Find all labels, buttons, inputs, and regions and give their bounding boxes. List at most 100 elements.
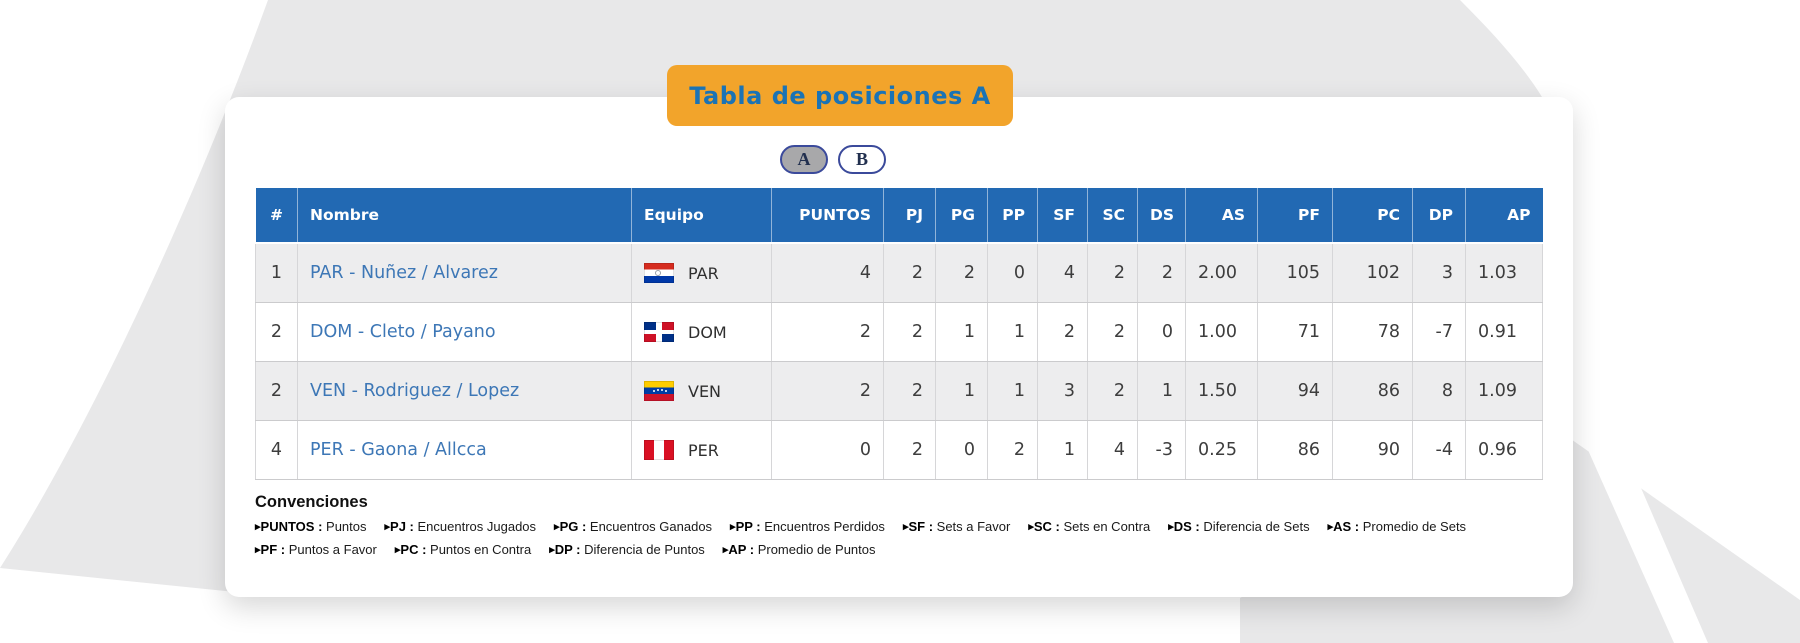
peru-flag — [644, 440, 674, 460]
pg-cell: 2 — [935, 243, 988, 303]
legend-item: ▸PC : Puntos en Contra — [394, 542, 532, 557]
dp-cell: 3 — [1412, 243, 1466, 303]
player-link[interactable]: DOM - Cleto / Payano — [310, 322, 496, 342]
pp-cell: 1 — [987, 302, 1038, 362]
legend-item: ▸SF : Sets a Favor — [902, 519, 1011, 534]
legend-item: ▸AP : Promedio de Puntos — [722, 542, 876, 557]
table-row: 4 PER - Gaona / Allcca PER 0 2 0 2 1 4 -3 0.25 86 90… — [255, 420, 1543, 480]
puntos-cell: 4 — [771, 243, 884, 303]
column-header-pj: PJ — [883, 188, 936, 244]
legend-items: ▸PUNTOS : Puntos ▸PJ : Encuentros Jugados… — [255, 519, 1547, 557]
standings-card: # Nombre Equipo PUNTOS PJ PG PP SF SC DS AS PF PC DP A… — [225, 97, 1573, 597]
puntos-cell: 2 — [771, 302, 884, 362]
legend-item: ▸PJ : Encuentros Jugados — [384, 519, 537, 534]
pj-cell: 2 — [883, 302, 936, 362]
as-cell: 1.50 — [1185, 361, 1258, 421]
ap-cell: 0.91 — [1465, 302, 1543, 362]
team-cell: PAR — [631, 243, 772, 303]
sf-cell: 3 — [1037, 361, 1088, 421]
ds-cell: 1 — [1137, 361, 1186, 421]
puntos-cell: 0 — [771, 420, 884, 480]
team-code: PAR — [688, 263, 719, 283]
paraguay-flag — [644, 263, 674, 283]
legend-item: ▸PP : Encuentros Perdidos — [730, 519, 885, 534]
pp-cell: 0 — [987, 243, 1038, 303]
pf-cell: 105 — [1257, 243, 1333, 303]
rank-cell: 4 — [255, 420, 298, 480]
team-code: PER — [688, 440, 719, 460]
as-cell: 0.25 — [1185, 420, 1258, 480]
pj-cell: 2 — [883, 420, 936, 480]
player-link[interactable]: PER - Gaona / Allcca — [310, 440, 487, 460]
sc-cell: 2 — [1087, 361, 1138, 421]
player-link[interactable]: PAR - Nuñez / Alvarez — [310, 263, 498, 283]
sf-cell: 2 — [1037, 302, 1088, 362]
tab-b[interactable]: B — [838, 145, 886, 174]
sc-cell: 2 — [1087, 243, 1138, 303]
column-header-equipo: Equipo — [631, 188, 772, 244]
legend-item: ▸DS : Diferencia de Sets — [1168, 519, 1310, 534]
legend-item: ▸DP : Diferencia de Puntos — [549, 542, 705, 557]
pj-cell: 2 — [883, 361, 936, 421]
ds-cell: -3 — [1137, 420, 1186, 480]
sf-cell: 1 — [1037, 420, 1088, 480]
header-row: # Nombre Equipo PUNTOS PJ PG PP SF SC DS AS PF PC DP A… — [255, 188, 1543, 244]
rank-cell: 2 — [255, 302, 298, 362]
name-cell: VEN - Rodriguez / Lopez — [297, 361, 632, 421]
legend-item: ▸PF : Puntos a Favor — [255, 542, 377, 557]
team-cell: VEN — [631, 361, 772, 421]
sc-cell: 2 — [1087, 302, 1138, 362]
rank-cell: 2 — [255, 361, 298, 421]
ds-cell: 0 — [1137, 302, 1186, 362]
legend-item: ▸PUNTOS : Puntos — [255, 519, 367, 534]
ap-cell: 1.03 — [1465, 243, 1543, 303]
column-header-sf: SF — [1037, 188, 1088, 244]
pc-cell: 86 — [1332, 361, 1413, 421]
column-header-pf: PF — [1257, 188, 1333, 244]
pf-cell: 86 — [1257, 420, 1333, 480]
pg-cell: 1 — [935, 302, 988, 362]
legend-item: ▸AS : Promedio de Sets — [1327, 519, 1467, 534]
pc-cell: 90 — [1332, 420, 1413, 480]
ap-cell: 1.09 — [1465, 361, 1543, 421]
rank-cell: 1 — [255, 243, 298, 303]
column-header-as: AS — [1185, 188, 1258, 244]
legend-heading: Convenciones — [255, 493, 368, 511]
venezuela-flag — [644, 381, 674, 401]
team-code: VEN — [688, 381, 722, 401]
column-header-ap: AP — [1465, 188, 1543, 244]
team-code: DOM — [688, 322, 727, 342]
pp-cell: 2 — [987, 420, 1038, 480]
pf-cell: 71 — [1257, 302, 1333, 362]
puntos-cell: 2 — [771, 361, 884, 421]
column-header-sc: SC — [1087, 188, 1138, 244]
column-header-pc: PC — [1332, 188, 1413, 244]
pc-cell: 102 — [1332, 243, 1413, 303]
page-title: Tabla de posiciones A — [667, 65, 1013, 126]
dp-cell: 8 — [1412, 361, 1466, 421]
team-cell: DOM — [631, 302, 772, 362]
column-header-pg: PG — [935, 188, 988, 244]
column-header-ds: DS — [1137, 188, 1186, 244]
tab-a[interactable]: A — [780, 145, 828, 174]
column-header-rank: # — [255, 188, 298, 244]
as-cell: 2.00 — [1185, 243, 1258, 303]
player-link[interactable]: VEN - Rodriguez / Lopez — [310, 381, 520, 401]
table-body: 1 PAR - Nuñez / Alvarez PAR 4 2 2 0 4 2 2 2.00 105 1… — [255, 243, 1543, 480]
table-row: 2 DOM - Cleto / Payano DOM 2 2 1 1 2 2 0 1.00 71 78-… — [255, 302, 1543, 362]
pc-cell: 78 — [1332, 302, 1413, 362]
column-header-nombre: Nombre — [297, 188, 632, 244]
pp-cell: 1 — [987, 361, 1038, 421]
ds-cell: 2 — [1137, 243, 1186, 303]
pj-cell: 2 — [883, 243, 936, 303]
dp-cell: -4 — [1412, 420, 1466, 480]
team-cell: PER — [631, 420, 772, 480]
pg-cell: 0 — [935, 420, 988, 480]
name-cell: DOM - Cleto / Payano — [297, 302, 632, 362]
dp-cell: -7 — [1412, 302, 1466, 362]
table-row: 1 PAR - Nuñez / Alvarez PAR 4 2 2 0 4 2 2 2.00 105 1… — [255, 243, 1543, 303]
column-header-dp: DP — [1412, 188, 1466, 244]
name-cell: PAR - Nuñez / Alvarez — [297, 243, 632, 303]
